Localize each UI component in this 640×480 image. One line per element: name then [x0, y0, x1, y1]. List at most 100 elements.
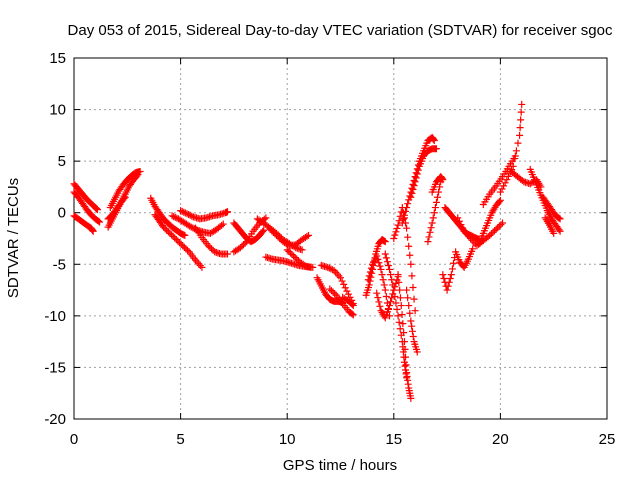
data-point [348, 301, 356, 309]
grid-lines [74, 58, 607, 419]
data-point [327, 265, 335, 273]
data-point [432, 198, 440, 206]
data-point [381, 250, 389, 258]
series-arc-11 [192, 224, 232, 258]
data-point [96, 218, 104, 226]
data-point [402, 361, 410, 369]
data-point [178, 207, 186, 215]
data-point [454, 214, 462, 222]
data-point [440, 274, 448, 282]
data-point [390, 235, 398, 242]
data-point [381, 238, 389, 246]
data-point [166, 229, 174, 237]
data-point [449, 259, 457, 267]
data-point [181, 231, 189, 239]
x-axis-label: GPS time / hours [283, 457, 397, 474]
data-point [180, 243, 188, 251]
data-point [348, 310, 356, 318]
data-point [164, 228, 172, 236]
x-tick-label: 20 [492, 431, 509, 448]
data-point [301, 261, 309, 269]
data-point [183, 210, 191, 218]
data-point [391, 231, 399, 239]
data-point [366, 268, 374, 276]
data-point [406, 251, 414, 259]
data-point [290, 252, 298, 260]
y-tick-label: -15 [44, 359, 66, 376]
data-point [180, 208, 188, 216]
data-point [430, 209, 438, 217]
data-point [426, 228, 434, 236]
data-point [218, 221, 226, 229]
data-point [388, 276, 396, 284]
data-point [365, 281, 373, 289]
series-arc-2 [70, 188, 104, 226]
data-point [121, 193, 129, 201]
data-point [407, 394, 415, 402]
data-point [516, 124, 524, 132]
data-point [172, 236, 180, 244]
data-point [177, 207, 185, 215]
data-point [224, 250, 232, 258]
series-arc-38 [496, 100, 526, 196]
data-point [364, 276, 372, 284]
data-point [260, 226, 268, 234]
series-arc-28 [403, 286, 421, 356]
y-tick-label: -10 [44, 308, 66, 325]
data-point [326, 285, 334, 293]
series-arc-33 [439, 245, 477, 294]
data-point [439, 271, 447, 279]
data-point [163, 226, 171, 234]
data-point [378, 271, 386, 279]
x-tick-label: 10 [279, 431, 296, 448]
data-point [239, 241, 247, 249]
data-point [374, 255, 382, 263]
data-point [459, 224, 467, 232]
data-point [399, 215, 407, 223]
x-tick-label: 15 [385, 431, 402, 448]
data-point [338, 277, 346, 285]
data-point [392, 228, 400, 236]
data-point [504, 172, 512, 180]
data-point [400, 211, 408, 219]
data-point [392, 299, 400, 307]
data-point [496, 188, 504, 196]
data-point [405, 242, 413, 250]
data-point [410, 182, 418, 190]
data-point [381, 314, 389, 322]
data-point [285, 247, 293, 255]
data-point [174, 237, 182, 245]
data-point [408, 272, 416, 280]
data-point [413, 170, 421, 178]
series-arc-3 [70, 212, 97, 235]
data-point [403, 224, 411, 232]
data-point [556, 215, 564, 223]
data-point [187, 223, 195, 231]
axis-ticks: 0 5 10 15 20 25 15 10 5 0 -5 -10 -15 -20 [44, 50, 615, 448]
data-point [206, 243, 214, 251]
data-point [286, 249, 294, 257]
data-point [384, 262, 392, 270]
data-point [402, 353, 410, 361]
data-point [427, 224, 435, 232]
data-point [377, 265, 385, 273]
data-point [487, 230, 495, 238]
data-point [383, 308, 391, 316]
data-point [271, 230, 279, 238]
plot-frame [73, 57, 608, 420]
data-point [492, 225, 500, 233]
data-point [395, 318, 403, 326]
data-point [298, 246, 306, 254]
series-arc-26 [394, 271, 415, 402]
data-point [331, 290, 339, 298]
data-point [457, 221, 465, 229]
data-point [177, 240, 185, 248]
data-point [425, 233, 433, 241]
data-point [402, 207, 410, 215]
data-point [262, 214, 270, 222]
data-point [376, 262, 384, 270]
data-point [181, 209, 189, 217]
data-point [95, 217, 103, 225]
data-point [168, 231, 176, 239]
